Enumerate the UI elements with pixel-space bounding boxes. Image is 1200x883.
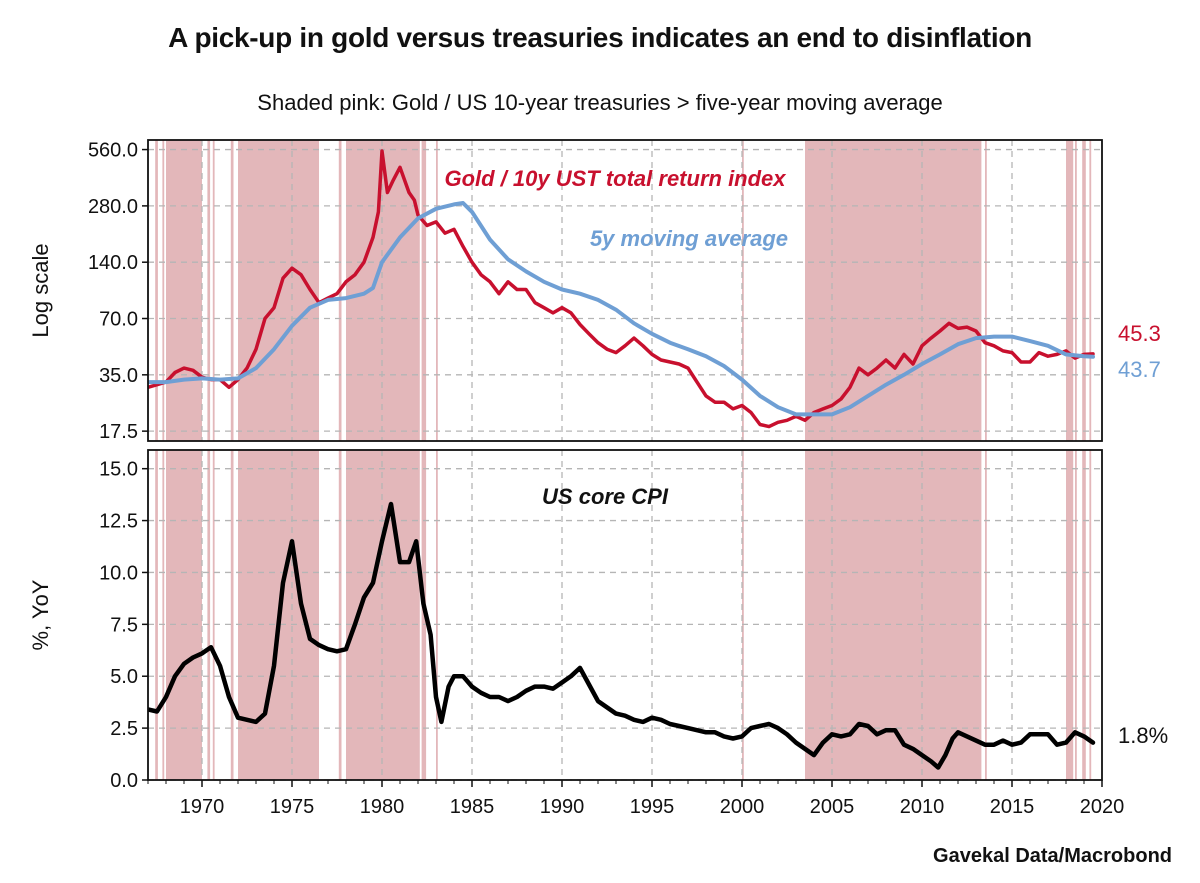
top-frame bbox=[147, 139, 1103, 442]
x-tick-label: 1975 bbox=[270, 796, 315, 818]
y-tick-label: 280.0 bbox=[88, 196, 138, 218]
series-end-label: 43.7 bbox=[1118, 357, 1161, 382]
shaded-period bbox=[1089, 450, 1092, 780]
y-tick-label: 15.0 bbox=[99, 459, 138, 481]
series-annotation: US core CPI bbox=[542, 484, 669, 509]
x-tick-label: 2000 bbox=[720, 796, 765, 818]
shaded-period bbox=[1082, 140, 1086, 441]
shaded-period bbox=[1075, 450, 1077, 780]
y-tick-label: 17.5 bbox=[99, 421, 138, 443]
shaded-period bbox=[338, 450, 342, 780]
x-tick-label: 1985 bbox=[450, 796, 495, 818]
x-tick-label: 1970 bbox=[180, 796, 225, 818]
x-tick-label: 1995 bbox=[630, 796, 675, 818]
bottom-frame bbox=[147, 449, 1103, 781]
shaded-period bbox=[805, 450, 982, 780]
chart-subtitle: Shaded pink: Gold / US 10-year treasurie… bbox=[257, 90, 943, 115]
y-tick-label: 7.5 bbox=[110, 614, 138, 636]
chart-source: Gavekal Data/Macrobond bbox=[933, 845, 1172, 867]
shaded-period bbox=[212, 140, 215, 441]
shaded-period bbox=[155, 450, 158, 780]
y-tick-label: 2.5 bbox=[110, 718, 138, 740]
top-y-axis-label: Log scale bbox=[28, 243, 53, 337]
shaded-period bbox=[436, 450, 438, 780]
shaded-period bbox=[1075, 140, 1077, 441]
bottom-y-ticks: 15.0 12.5 10.0 7.5 5.0 2.5 0.0 bbox=[99, 459, 148, 792]
shaded-period bbox=[421, 140, 427, 441]
shaded-period bbox=[742, 450, 744, 780]
shaded-period bbox=[166, 140, 202, 441]
x-tick-label: 2020 bbox=[1080, 796, 1125, 818]
y-tick-label: 0.0 bbox=[110, 770, 138, 792]
series-end-label: 45.3 bbox=[1118, 321, 1161, 346]
bottom-series bbox=[148, 501, 1096, 770]
shaded-period bbox=[1066, 450, 1074, 780]
series-annotation: 5y moving average bbox=[590, 226, 788, 251]
y-tick-label: 5.0 bbox=[110, 666, 138, 688]
shaded-period bbox=[207, 140, 211, 441]
series-line bbox=[148, 201, 1095, 417]
series-annotation: Gold / 10y UST total return index bbox=[444, 166, 786, 191]
bottom-y-axis-label: %, YoY bbox=[28, 579, 53, 650]
shaded-period bbox=[985, 450, 987, 780]
shaded-period bbox=[230, 140, 234, 441]
top-series bbox=[148, 149, 1095, 429]
y-tick-label: 560.0 bbox=[88, 140, 138, 162]
y-tick-label: 70.0 bbox=[99, 309, 138, 331]
chart-title: A pick-up in gold versus treasuries indi… bbox=[168, 22, 1032, 53]
top-panel: 560.0 280.0 140.0 70.0 35.0 17.5 Log scale 45.3… bbox=[28, 139, 1161, 443]
shaded-period bbox=[155, 140, 158, 441]
shaded-period bbox=[985, 140, 987, 441]
y-tick-label: 140.0 bbox=[88, 252, 138, 274]
shaded-period bbox=[230, 450, 234, 780]
shaded-period bbox=[1089, 140, 1092, 441]
x-tick-label: 2015 bbox=[990, 796, 1035, 818]
y-tick-label: 12.5 bbox=[99, 511, 138, 533]
series-end-label: 1.8% bbox=[1118, 723, 1168, 748]
top-y-ticks: 560.0 280.0 140.0 70.0 35.0 17.5 bbox=[88, 140, 148, 443]
shaded-period bbox=[346, 140, 420, 441]
series-line bbox=[148, 149, 1095, 429]
shaded-period bbox=[207, 450, 211, 780]
shaded-period bbox=[805, 140, 982, 441]
shaded-period bbox=[742, 140, 744, 441]
x-tick-label: 2005 bbox=[810, 796, 855, 818]
shaded-period bbox=[162, 450, 165, 780]
bottom-panel: 15.0 12.5 10.0 7.5 5.0 2.5 0.0 %, YoY 1.8% US cor… bbox=[28, 449, 1168, 792]
x-tick-label: 1990 bbox=[540, 796, 585, 818]
shaded-period bbox=[166, 450, 202, 780]
x-tick-label: 1980 bbox=[360, 796, 405, 818]
series-line bbox=[148, 501, 1096, 770]
x-tick-label: 2010 bbox=[900, 796, 945, 818]
y-tick-label: 35.0 bbox=[99, 365, 138, 387]
x-axis: 1970 1975 1980 1985 1990 1995 2000 2005 2010 2015… bbox=[147, 780, 1125, 818]
shaded-period bbox=[1066, 140, 1074, 441]
shaded-period bbox=[162, 140, 165, 441]
shaded-period bbox=[1082, 450, 1086, 780]
shaded-period bbox=[212, 450, 215, 780]
shaded-period bbox=[436, 140, 438, 441]
y-tick-label: 10.0 bbox=[99, 562, 138, 584]
